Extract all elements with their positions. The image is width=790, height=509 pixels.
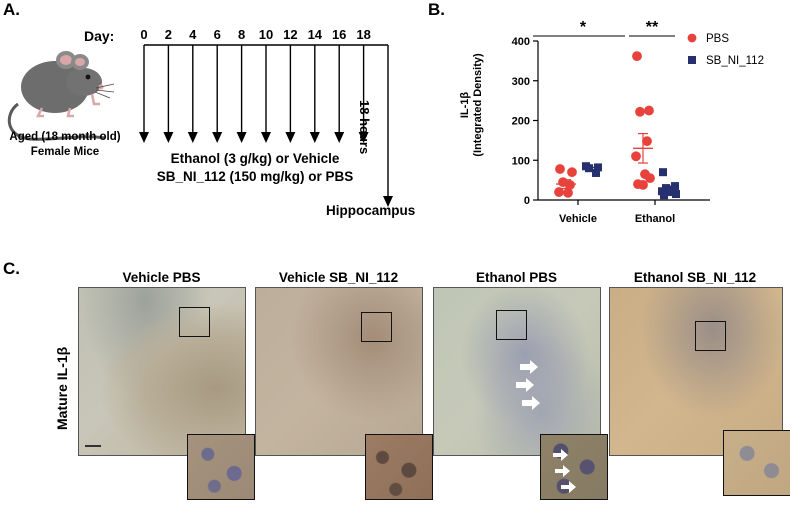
scale-bar [85, 445, 101, 447]
point-pbs-ethanol-3 [642, 136, 652, 147]
timeline-diagram: 0 2 4 6 8 10 12 14 16 18 [139, 27, 393, 207]
hippocampus-label: Hippocampus [326, 203, 416, 218]
sig-star-vehicle-vs-ethanol: * [580, 19, 587, 36]
timeline-arrow-10 [261, 132, 271, 143]
micrograph-ethanol-sb [609, 287, 783, 456]
timeline-arrow-2 [163, 132, 174, 143]
timeline-arrow-8 [236, 132, 247, 143]
image-title-vehicle-pbs: Vehicle PBS [122, 270, 201, 285]
point-pbs-ethanol-6 [645, 173, 655, 184]
timeline-day-10: 10 [259, 27, 273, 42]
point-pbs-ethanol-1 [644, 105, 654, 116]
y-tick-label-200: 200 [512, 116, 530, 128]
timeline-day-14: 14 [308, 27, 323, 42]
y-axis-label: IL-1β (Integrated Density) [459, 40, 485, 170]
point-sb-ni-112-ethanol-7 [660, 191, 668, 200]
inset-ethanol-sb [723, 430, 790, 496]
timeline-day-2: 2 [165, 27, 172, 42]
timeline-day-6: 6 [214, 27, 221, 42]
roi-box-vehicle-sb [361, 312, 392, 342]
point-pbs-vehicle-5 [563, 187, 573, 198]
legend-label-pbs: PBS [706, 33, 729, 45]
timeline-day-4: 4 [189, 27, 197, 42]
treatment-line2: SB_NI_112 (150 mg/kg) or PBS [156, 169, 354, 184]
timeline-arrow-18 [358, 132, 369, 143]
y-axis-label-line1: IL-1β [459, 91, 471, 119]
treatment-text: Ethanol (3 g/kg) or Vehicle SB_NI_112 (1… [150, 150, 360, 186]
roi-box-ethanol-sb [695, 321, 726, 351]
mouse-illustration [7, 51, 115, 141]
timeline-arrow-12 [285, 132, 296, 143]
inset-vehicle-sb [365, 434, 433, 500]
point-pbs-ethanol-2 [635, 106, 645, 117]
timeline-arrow-6 [212, 132, 223, 143]
y-tick-label-300: 300 [512, 76, 530, 88]
timeline-day-0: 0 [140, 27, 147, 42]
point-pbs-ethanol-0 [632, 51, 642, 62]
timeline-day-18: 18 [356, 27, 370, 42]
point-pbs-vehicle-1 [567, 167, 577, 178]
timeline-arrow-0 [139, 132, 149, 143]
legend-marker-pbs [687, 33, 697, 43]
mouse-caption: Aged (18 month old) Female Mice [2, 130, 128, 160]
point-sb-ni-112-ethanol-6 [672, 190, 680, 199]
x-tick-label-vehicle: Vehicle [559, 213, 597, 225]
point-sb-ni-112-vehicle-2 [585, 164, 593, 173]
timeline-arrow-4 [187, 132, 198, 143]
y-tick-label-0: 0 [524, 195, 530, 207]
mouse-caption-line1: Aged (18 month old) [9, 131, 121, 143]
point-sb-ni-112-vehicle-1 [594, 163, 602, 172]
y-tick-label-400: 400 [512, 36, 530, 48]
inset-vehicle-pbs [187, 434, 255, 500]
y-tick-label-100: 100 [512, 155, 530, 167]
point-pbs-ethanol-4 [631, 151, 641, 162]
mouse-caption-line2: Female Mice [30, 146, 100, 158]
x-tick-label-ethanol: Ethanol [635, 213, 675, 225]
panel-a-label: A. [3, 0, 20, 19]
point-sb-ni-112-ethanol-0 [659, 168, 667, 177]
timeline-arrow-16 [334, 132, 345, 143]
micrograph-vehicle-pbs [78, 287, 246, 456]
y-axis-label-line2: (Integrated Density) [472, 53, 484, 157]
roi-box-ethanol-pbs [496, 310, 527, 340]
hours-label: 18 hours [357, 100, 372, 155]
image-title-ethanol-sb: Ethanol SB_NI_112 [633, 270, 757, 285]
image-title-vehicle-sb: Vehicle SB_NI_112 [278, 270, 399, 285]
point-pbs-vehicle-0 [555, 164, 565, 174]
inset-ethanol-pbs [540, 434, 608, 500]
panel-c-label: C. [3, 259, 20, 278]
arrow-markers [516, 360, 540, 410]
micrograph-ethanol-pbs [433, 287, 601, 456]
image-title-ethanol-pbs: Ethanol PBS [475, 270, 557, 285]
timeline-day-12: 12 [283, 27, 297, 42]
inset-arrow-markers [553, 449, 576, 493]
sig-star-ethanol-groups: ** [646, 19, 659, 36]
roi-box-vehicle-pbs [179, 307, 210, 337]
point-pbs-ethanol-8 [638, 179, 648, 190]
day-label: Day: [84, 28, 115, 44]
hippocampus-arrowhead [383, 196, 393, 207]
point-sb-ni-112-vehicle-3 [592, 168, 600, 177]
legend-marker-sb-ni-112 [688, 56, 696, 64]
treatment-line1: Ethanol (3 g/kg) or Vehicle [170, 151, 340, 166]
timeline-day-8: 8 [238, 27, 245, 42]
timeline-day-16: 16 [332, 27, 346, 42]
timeline-arrow-14 [309, 132, 320, 143]
legend-label-sb-ni-112: SB_NI_112 [706, 55, 764, 67]
panel-b-label: B. [428, 0, 445, 19]
micrograph-vehicle-sb [255, 287, 423, 456]
row-label-mature-il1b: Mature IL-1β [54, 346, 70, 430]
